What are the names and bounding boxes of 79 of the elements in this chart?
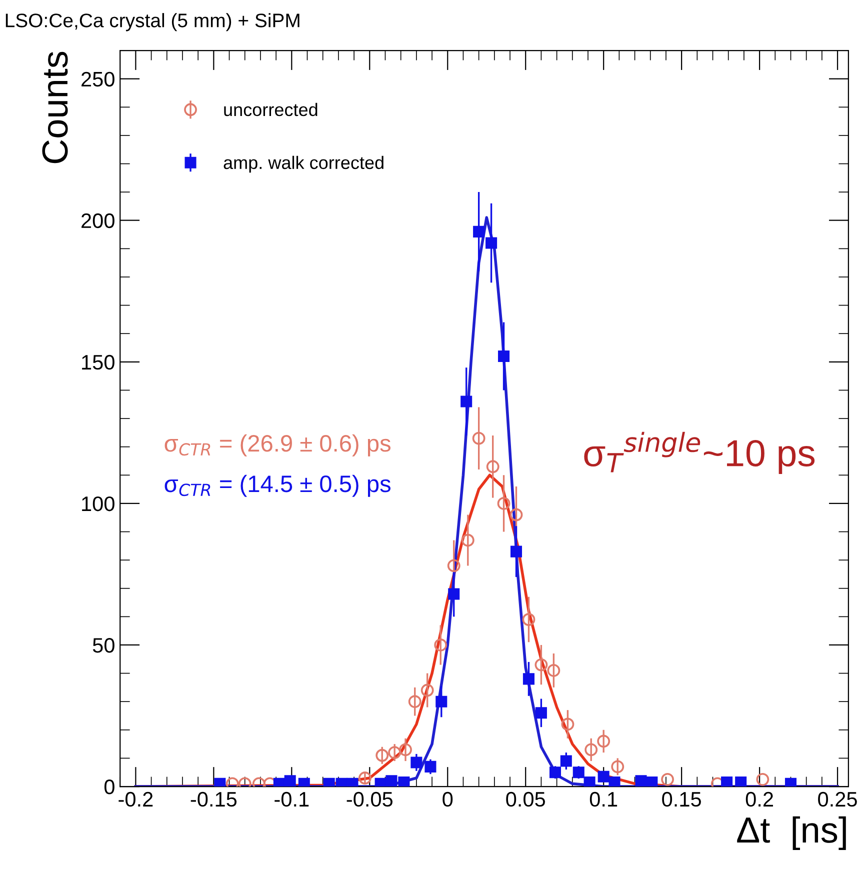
- point: [410, 756, 422, 768]
- point: [436, 696, 448, 708]
- point: [336, 778, 348, 787]
- point: [460, 396, 472, 408]
- y-tick-label: 150: [82, 354, 114, 370]
- point: [735, 776, 747, 787]
- x-tick-label: -0.05: [346, 792, 393, 807]
- point: [486, 460, 500, 474]
- point: [584, 776, 596, 787]
- y-tick-label: 200: [82, 213, 114, 228]
- point: [534, 658, 548, 672]
- point: [424, 760, 436, 772]
- annotation: σ$_{T}$$^{single}$~10 ps: [584, 432, 815, 474]
- point: [784, 778, 797, 787]
- point: [214, 778, 226, 787]
- point: [399, 743, 412, 756]
- point: [561, 718, 574, 731]
- line-series: [134, 216, 839, 787]
- y-tick-label: 250: [82, 72, 114, 87]
- point: [284, 775, 296, 787]
- point: [376, 748, 389, 762]
- point: [510, 546, 522, 558]
- x-tick-label: -0.15: [190, 792, 237, 807]
- x-axis-title: Δt [ns]: [737, 816, 846, 850]
- x-tick-label: -0.2: [118, 792, 153, 807]
- point: [386, 775, 398, 787]
- x-tick-label: 0.15: [662, 792, 701, 807]
- point: [584, 743, 598, 756]
- point: [498, 350, 510, 362]
- point: [434, 638, 448, 652]
- point: [611, 760, 624, 774]
- x-tick-label: 0: [442, 792, 453, 807]
- annotation: σ$_{CTR}$ = (14.5 ± 0.5) ps: [164, 474, 390, 497]
- point: [572, 766, 584, 778]
- point: [472, 432, 486, 445]
- point: [388, 746, 402, 760]
- point: [721, 776, 733, 787]
- point: [374, 778, 386, 787]
- point: [522, 613, 536, 626]
- point: [522, 673, 534, 685]
- y-tick-label: 100: [82, 496, 114, 512]
- point: [273, 778, 285, 787]
- point: [346, 778, 358, 787]
- legend-label: uncorrected: [224, 102, 318, 116]
- point: [510, 508, 523, 522]
- point: [398, 776, 410, 787]
- point: [535, 707, 547, 719]
- point: [358, 772, 372, 784]
- x-tick-label: 0.25: [818, 792, 857, 807]
- annotation: σ$_{CTR}$ = (26.9 ± 0.6) ps: [164, 434, 390, 456]
- x-tick-label: 0.2: [746, 792, 773, 807]
- point: [661, 772, 674, 786]
- point: [486, 237, 498, 249]
- point: [497, 496, 510, 510]
- y-axis-title: Counts: [42, 52, 68, 164]
- point: [549, 766, 561, 778]
- point: [420, 684, 434, 697]
- point: [447, 559, 460, 572]
- x-tick-label: 0.1: [590, 792, 618, 807]
- point: [635, 775, 647, 787]
- point: [473, 226, 485, 238]
- point: [597, 734, 610, 748]
- legend-label: amp. walk corrected: [224, 156, 384, 173]
- x-tick-label: 0.05: [506, 792, 546, 807]
- point: [448, 588, 460, 600]
- point: [756, 772, 770, 786]
- point: [560, 755, 572, 767]
- chart-title: LSO:Ce,Ca crystal (5 mm) + SiPM: [6, 13, 300, 32]
- point: [323, 778, 335, 787]
- point: [298, 778, 310, 787]
- point: [598, 770, 610, 782]
- y-tick-label: 50: [92, 638, 114, 653]
- x-tick-label: -0.1: [274, 792, 309, 807]
- point: [461, 534, 474, 547]
- y-tick-label: 0: [104, 780, 114, 794]
- point: [547, 664, 560, 677]
- point: [608, 776, 620, 787]
- point: [408, 695, 422, 708]
- point: [646, 776, 658, 787]
